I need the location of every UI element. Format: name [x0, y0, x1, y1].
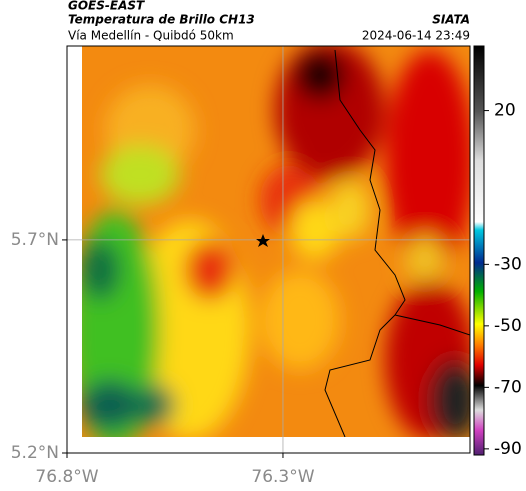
source: SIATA [432, 13, 470, 27]
x-tick-label: 76.8°W [35, 467, 98, 487]
y-tick-label: 5.2°N [11, 443, 59, 463]
title: Temperatura de Brillo CH13 [68, 13, 255, 27]
map-frame [66, 45, 471, 454]
colorbar-tick-label: -70 [494, 377, 522, 397]
colorbar-tick-label: -90 [494, 439, 522, 459]
border [324, 49, 470, 437]
brightness-image [82, 46, 470, 437]
colorbar-tick-label: -30 [494, 254, 522, 274]
x-tick-label: 76.3°W [251, 467, 314, 487]
colorbar-tick-label: -50 [494, 316, 522, 336]
location-star [256, 234, 270, 247]
satellite: GOES-EAST [68, 0, 145, 13]
map-axes: 76.8°W 76.3°W 5.7°N 5.2°N [11, 45, 471, 487]
colorbar-tick-label: 20 [494, 101, 516, 121]
colorbar [473, 45, 485, 456]
y-tick-label: 5.7°N [11, 230, 59, 250]
datetime: 2024-06-14 23:49 [362, 29, 470, 43]
route: Vía Medellín - Quibdó 50km [68, 29, 234, 43]
